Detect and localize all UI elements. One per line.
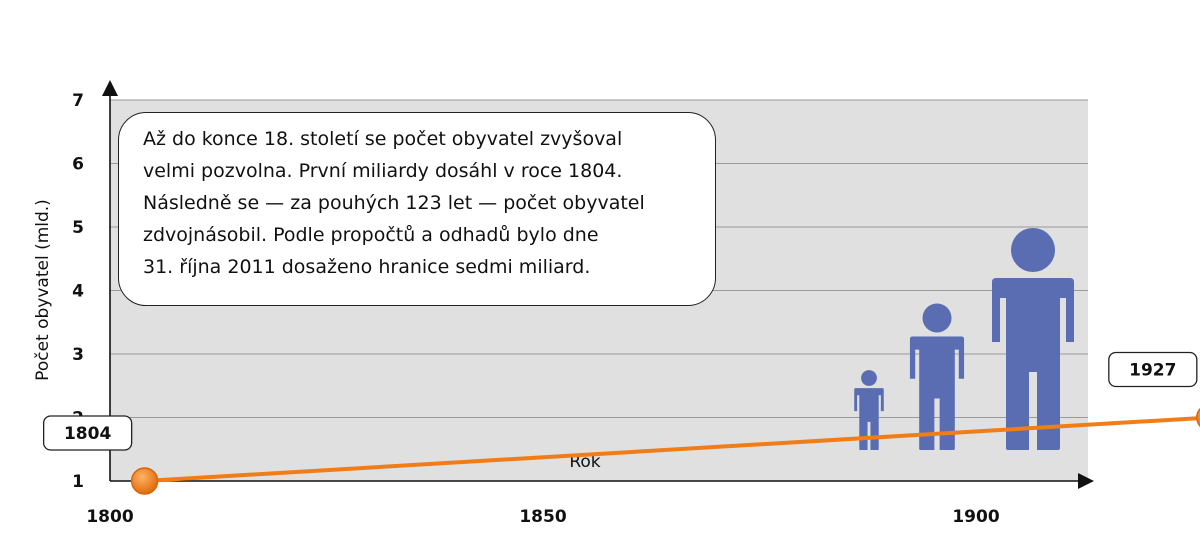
y-axis-label: Počet obyvatel (mld.) [33, 199, 53, 381]
year-label: 1927 [1108, 351, 1198, 388]
person-head [922, 303, 952, 333]
year-label-text: 1804 [64, 424, 111, 444]
y-tick-label: 1 [72, 472, 84, 492]
y-tick-label: 7 [72, 91, 84, 111]
y-tick-label: 6 [72, 155, 84, 175]
person-head [861, 370, 877, 386]
year-label-box [1108, 351, 1198, 388]
data-markers [130, 407, 1200, 495]
x-tick-label: 1900 [952, 507, 999, 527]
y-tick-label: 3 [72, 345, 84, 365]
info-line: Až do konce 18. století se počet obyvate… [143, 128, 623, 150]
year-label-box [42, 415, 133, 451]
year-label-text: 1927 [1129, 361, 1176, 381]
y-tick-label: 5 [72, 218, 84, 238]
person-icon-medium [909, 303, 965, 450]
info-line: zdvojnásobil. Podle propočtů a odhadů by… [143, 224, 599, 246]
person-body [854, 388, 884, 450]
info-line: 31. října 2011 dosaženo hranice sedmi mi… [143, 256, 591, 278]
info-box: Až do konce 18. století se počet obyvate… [118, 112, 716, 306]
person-icon-small [854, 370, 884, 450]
x-tick-label: 1850 [519, 507, 566, 527]
year-label: 1804 [42, 415, 133, 451]
info-line: velmi pozvolna. První miliardy dosáhl v … [143, 160, 623, 182]
y-tick-label: 4 [72, 282, 84, 302]
person-body [992, 278, 1074, 450]
data-point [1196, 407, 1200, 428]
info-line: Následně se — za pouhých 123 let — počet… [143, 192, 645, 214]
person-body [909, 336, 965, 450]
data-point [130, 467, 159, 495]
person-head [1011, 228, 1055, 272]
year-labels: 1804192719601974198719992011 [42, 351, 1198, 451]
x-tick-labels: 18001850190019502000 [86, 507, 999, 527]
person-icon-large [992, 228, 1074, 450]
people-illustration [854, 228, 1074, 450]
x-tick-label: 1800 [86, 507, 133, 527]
